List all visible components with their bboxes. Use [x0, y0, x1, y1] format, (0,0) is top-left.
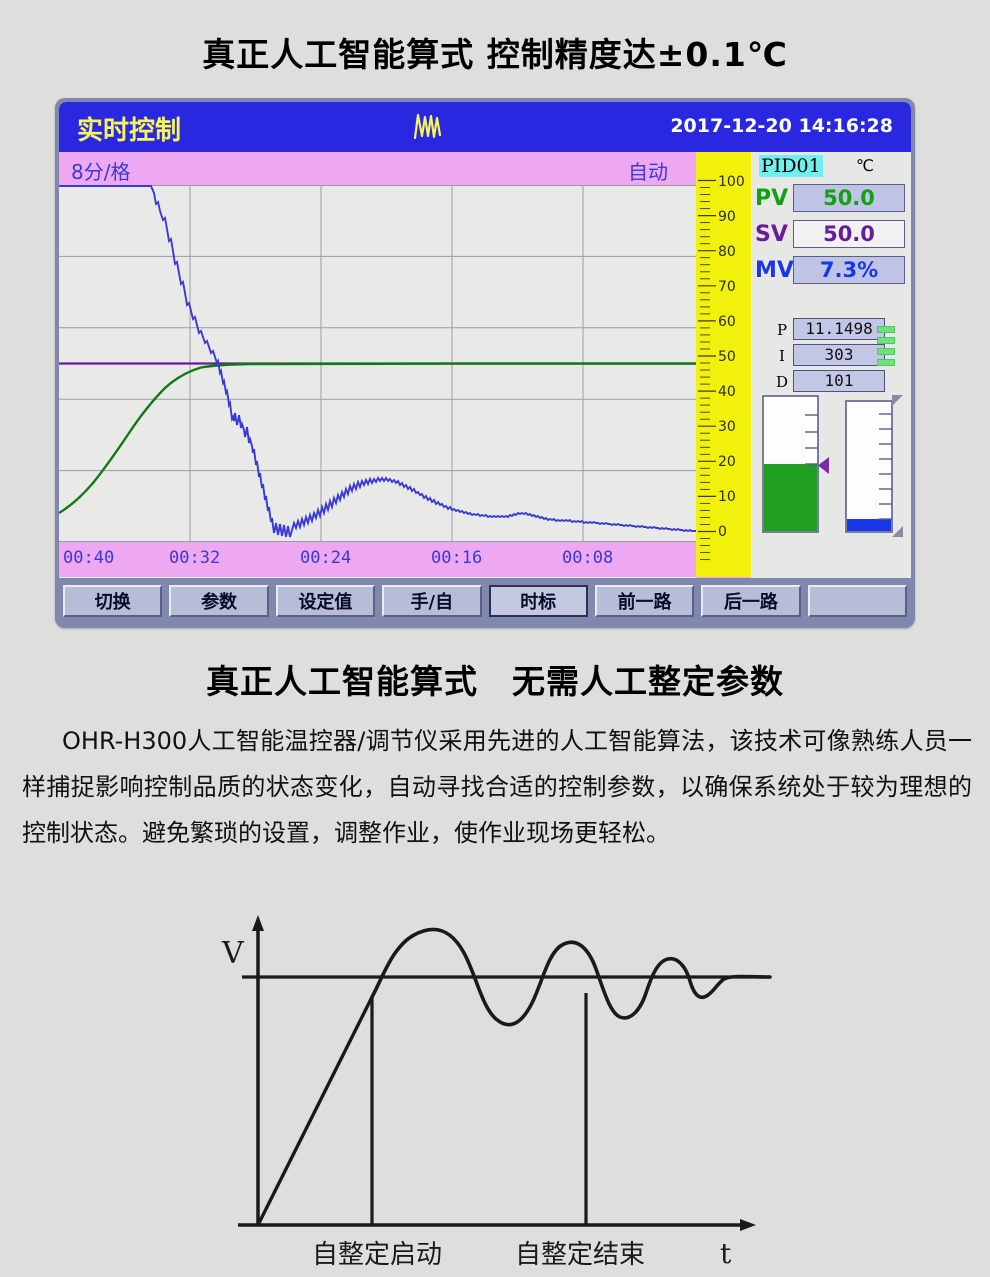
status-led-4 [877, 359, 895, 366]
time-tick-3: 00:16 [431, 548, 483, 568]
mv-label: MV [755, 258, 794, 283]
status-led-2 [877, 337, 895, 344]
p-row: P 11.1498 [773, 318, 903, 342]
screen-datetime: 2017-12-20 14:16:28 [670, 115, 893, 137]
svg-text:20: 20 [718, 454, 736, 470]
svg-text:100: 100 [718, 174, 745, 190]
pid-panel: PID01 ℃ PV 50.0 SV 50.0 MV 7.3% P 11.149… [751, 152, 911, 602]
svg-text:80: 80 [718, 244, 736, 260]
p-value[interactable]: 11.1498 [793, 318, 885, 340]
sv-label: SV [755, 222, 788, 247]
time-tick-4: 00:08 [562, 548, 614, 568]
page-title-middle: 真正人工智能算式 无需人工整定参数 [206, 662, 784, 701]
d-value[interactable]: 101 [793, 370, 885, 392]
mv-bar-gauge [845, 395, 903, 537]
vertical-scale-ruler: 100 90 80 70 60 50 40 30 20 10 0 [696, 152, 751, 577]
damped-oscillation-curve [370, 927, 772, 1027]
pv-label: PV [755, 186, 789, 211]
y-axis-arrow [252, 915, 264, 931]
softkey-setpoint[interactable]: 设定值 [275, 585, 376, 617]
time-tick-1: 00:32 [169, 548, 221, 568]
softkey-switch[interactable]: 切换 [63, 585, 163, 617]
mv-value[interactable]: 7.3% [793, 256, 905, 284]
diagram-x-label: t [720, 1237, 732, 1270]
mv-top-marker [892, 395, 903, 406]
i-label: I [779, 347, 785, 365]
autotune-diagram: V t 自整定启动 自整定结束 [200, 895, 800, 1270]
page-title-top: 真正人工智能算式 控制精度达±0.1℃ [202, 35, 788, 74]
softkey-man-auto[interactable]: 手/自 [382, 585, 482, 617]
screen-mode-label: 实时控制 [77, 116, 182, 146]
svg-text:70: 70 [718, 279, 736, 295]
svg-text:40: 40 [718, 384, 736, 400]
svg-text:0: 0 [718, 524, 727, 540]
softkey-blank[interactable] [807, 585, 907, 617]
softkey-next-ch[interactable]: 后一路 [701, 585, 801, 617]
screen-infobar: 8分/格 自动 [59, 152, 696, 185]
pid-unit-label: ℃ [856, 156, 874, 175]
control-mode-label: 自动 [628, 160, 668, 184]
i-row: I 303 [773, 344, 903, 368]
sv-row: SV 50.0 [755, 220, 907, 251]
i-value[interactable]: 303 [793, 344, 885, 366]
d-label: D [775, 373, 789, 391]
diagram-ramp [256, 996, 374, 1226]
svg-text:60: 60 [718, 314, 736, 330]
mv-curve [59, 185, 696, 538]
status-led-1 [877, 326, 895, 333]
timebase-label: 8分/格 [71, 160, 131, 184]
status-led-3 [877, 348, 895, 355]
svg-text:50: 50 [718, 349, 736, 365]
waveform-icon [413, 113, 442, 140]
mv-row: MV 7.3% [755, 256, 907, 287]
pv-bar-gauge [762, 395, 829, 533]
tune-end-label: 自整定结束 [515, 1240, 645, 1270]
controller-device: 实时控制 2017-12-20 14:16:28 8分/格 自动 [55, 98, 915, 628]
pv-curve [59, 362, 696, 515]
trend-chart [59, 185, 696, 542]
svg-text:30: 30 [718, 419, 736, 435]
trend-chart-svg [59, 185, 696, 542]
softkey-prev-ch[interactable]: 前一路 [594, 585, 695, 617]
pv-value[interactable]: 50.0 [793, 184, 905, 212]
x-axis-arrow [740, 1219, 756, 1231]
p-label: P [776, 321, 788, 339]
svg-text:90: 90 [718, 209, 736, 225]
d-row: D 101 [773, 370, 903, 394]
svg-text:10: 10 [718, 489, 736, 505]
time-tick-0: 00:40 [63, 548, 115, 568]
paragraph-text: OHR-H300人工智能温控器/调节仪采用先进的人工智能算法，该技术可像熟练人员… [22, 727, 972, 847]
pid-channel-label[interactable]: PID01 [759, 155, 823, 177]
time-tick-2: 00:24 [300, 548, 352, 568]
time-axis-bar: 00:40 00:32 00:24 00:16 00:08 [59, 542, 696, 577]
bar-gauges [761, 392, 911, 537]
tune-start-label: 自整定启动 [312, 1240, 442, 1270]
softkey-timebase[interactable]: 时标 [488, 585, 588, 617]
softkey-bar: 切换 参数 设定值 手/自 时标 前一路 后一路 [55, 578, 915, 624]
status-led-group [877, 326, 895, 370]
autotune-diagram-svg: V t 自整定启动 自整定结束 [221, 915, 772, 1270]
screen-titlebar: 实时控制 2017-12-20 14:16:28 [59, 102, 911, 152]
diagram-y-label: V [221, 936, 245, 971]
pv-row: PV 50.0 [755, 184, 907, 215]
sv-value[interactable]: 50.0 [793, 220, 905, 248]
softkey-params[interactable]: 参数 [169, 585, 269, 617]
body-paragraph: OHR-H300人工智能温控器/调节仪采用先进的人工智能算法，该技术可像熟练人员… [22, 718, 972, 856]
pv-bar-marker [818, 457, 829, 474]
mv-bottom-marker [892, 526, 903, 537]
device-screen: 实时控制 2017-12-20 14:16:28 8分/格 自动 [59, 102, 911, 624]
